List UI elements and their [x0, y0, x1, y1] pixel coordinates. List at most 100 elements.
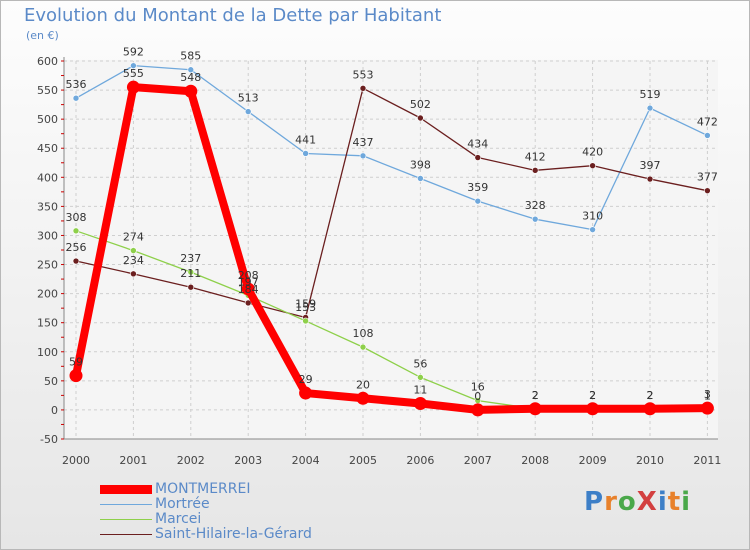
data-point-mortree: [646, 104, 654, 112]
data-label-mortree: 513: [238, 92, 259, 105]
data-point-marcei: [417, 374, 424, 381]
y-tick-label: 300: [37, 229, 58, 242]
logo-letter: r: [604, 487, 618, 517]
x-tick-label: 2009: [579, 454, 607, 467]
series-line-montmerrei: [72, 83, 708, 414]
chart-title: Evolution du Montant de la Dette par Hab…: [24, 5, 442, 26]
data-label-marcei: 274: [123, 231, 144, 244]
y-tick-label: 100: [37, 346, 58, 359]
data-label-saint-hilaire-la-gerard: 159: [295, 297, 316, 310]
data-point-mortree: [531, 215, 539, 223]
data-point-marcei: [359, 343, 367, 351]
data-point-montmerrei: [528, 402, 542, 416]
x-tick-label: 2004: [292, 454, 320, 467]
data-label-mortree: 398: [410, 158, 431, 171]
y-tick-label: 350: [37, 200, 58, 213]
data-label-montmerrei: 11: [413, 384, 427, 397]
data-label-marcei: 153: [295, 301, 316, 314]
data-label-saint-hilaire-la-gerard: 234: [123, 254, 144, 267]
y-tick-label: 600: [37, 55, 58, 68]
data-point-saint-hilaire-la-gerard: [244, 299, 252, 307]
data-point-montmerrei: [184, 84, 198, 98]
data-label-mortree: 519: [640, 88, 661, 101]
data-label-marcei: 1: [704, 389, 711, 402]
data-point-montmerrei: [69, 369, 83, 383]
data-label-montmerrei: 2: [647, 389, 654, 402]
data-point-mortree: [130, 62, 137, 69]
x-tick-label: 2005: [349, 454, 377, 467]
data-point-mortree: [359, 152, 367, 160]
data-point-marcei: [302, 317, 309, 325]
data-label-saint-hilaire-la-gerard: 420: [582, 146, 603, 159]
chart-unit-label: (en €): [26, 29, 59, 42]
data-label-marcei: 108: [353, 327, 374, 340]
data-label-marcei: 16: [471, 381, 485, 394]
y-tick-label: 250: [37, 259, 58, 272]
data-label-montmerrei: 59: [69, 356, 83, 369]
data-label-mortree: 328: [525, 199, 546, 212]
data-point-mortree: [302, 150, 309, 157]
x-tick-label: 2011: [693, 454, 721, 467]
data-label-marcei: 2: [589, 389, 596, 402]
data-label-mortree: 472: [697, 115, 718, 128]
data-point-saint-hilaire-la-gerard: [474, 154, 482, 161]
data-point-saint-hilaire-la-gerard: [417, 114, 424, 122]
data-label-montmerrei: 555: [123, 67, 144, 80]
legend-swatch-saint-hilaire: [100, 534, 152, 535]
data-label-mortree: 536: [66, 78, 87, 91]
data-point-montmerrei: [413, 397, 427, 411]
data-label-saint-hilaire-la-gerard: 377: [697, 171, 718, 184]
data-point-montmerrei: [471, 403, 485, 417]
data-point-montmerrei: [586, 402, 600, 416]
data-point-marcei: [72, 227, 80, 235]
data-label-mortree: 585: [180, 50, 201, 63]
data-point-marcei: [187, 268, 195, 276]
data-point-saint-hilaire-la-gerard: [646, 175, 654, 183]
data-label-saint-hilaire-la-gerard: 184: [238, 283, 259, 296]
proxiti-logo: ProXiti: [584, 487, 691, 517]
data-label-marcei: 2: [532, 389, 539, 402]
y-tick-label: 200: [37, 288, 58, 301]
x-tick-label: 2006: [406, 454, 434, 467]
y-tick-label: 150: [37, 317, 58, 330]
data-label-saint-hilaire-la-gerard: 256: [66, 241, 87, 254]
x-tick-label: 2008: [521, 454, 549, 467]
logo-letter: X: [636, 487, 658, 517]
data-label-mortree: 437: [353, 136, 374, 149]
data-label-marcei: 308: [66, 211, 87, 224]
data-label-saint-hilaire-la-gerard: 211: [180, 267, 201, 280]
data-point-mortree: [589, 226, 596, 233]
data-label-montmerrei: 3: [704, 388, 711, 401]
data-label-saint-hilaire-la-gerard: 434: [467, 138, 488, 151]
legend-label-mortree: Mortrée: [155, 496, 210, 512]
data-label-montmerrei: 548: [180, 71, 201, 84]
data-point-saint-hilaire-la-gerard: [187, 283, 195, 291]
data-point-montmerrei: [643, 402, 657, 416]
data-label-montmerrei: 208: [238, 269, 259, 282]
data-point-mortree: [187, 66, 195, 74]
x-tick-label: 2007: [464, 454, 492, 467]
y-tick-label: 500: [37, 113, 58, 126]
data-point-marcei: [130, 247, 137, 254]
data-point-montmerrei: [356, 391, 370, 405]
data-label-mortree: 441: [295, 133, 316, 146]
logo-letter: P: [584, 487, 605, 517]
legend-label-saint-hilaire: Saint-Hilaire-la-Gérard: [155, 526, 312, 542]
logo-letter: o: [617, 487, 637, 517]
data-label-marcei: 56: [413, 357, 427, 370]
data-point-mortree: [417, 175, 424, 182]
y-tick-label: 400: [37, 171, 58, 184]
data-point-mortree: [474, 197, 482, 205]
data-label-mortree: 359: [467, 181, 488, 194]
data-label-saint-hilaire-la-gerard: 412: [525, 150, 546, 163]
plot-area: [64, 60, 718, 439]
legend-swatch-mortree: [100, 504, 152, 505]
y-tick-label: 550: [37, 84, 58, 97]
legend-swatch-montmerrei: [100, 485, 152, 494]
legend-swatch-marcei: [100, 519, 152, 520]
logo-letter: t: [667, 487, 682, 517]
data-label-montmerrei: 2: [532, 389, 539, 402]
data-point-saint-hilaire-la-gerard: [589, 162, 596, 169]
data-label-marcei: 197: [238, 275, 259, 288]
